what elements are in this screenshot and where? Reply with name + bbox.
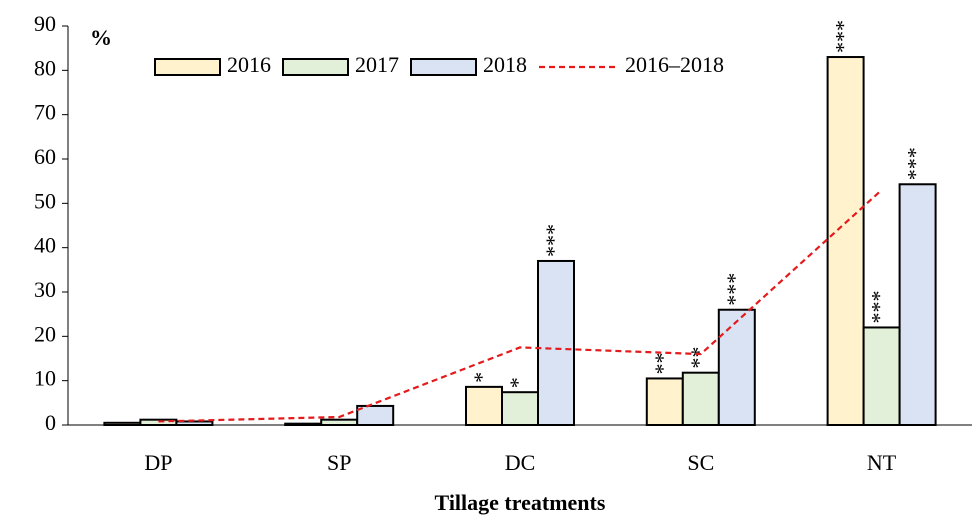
bar — [898, 183, 937, 426]
y-tick-label: 50 — [34, 188, 56, 213]
x-tick-label: SP — [327, 450, 351, 475]
y-tick-label: 40 — [34, 233, 56, 258]
legend-swatch — [410, 58, 477, 76]
significance-label: ** — [650, 352, 675, 374]
y-tick-label: 80 — [34, 55, 56, 80]
significance-label: *** — [903, 147, 928, 180]
legend-swatch — [282, 58, 349, 76]
y-tick-label: 10 — [34, 366, 56, 391]
y-unit-label: % — [90, 25, 112, 50]
x-axis-title: Tillage treatments — [435, 490, 606, 515]
bar — [103, 421, 142, 426]
legend-swatch — [154, 58, 221, 76]
significance-label: *** — [867, 290, 892, 323]
legend-label: 2016–2018 — [625, 52, 724, 77]
y-tick-label: 0 — [45, 410, 56, 435]
y-tick-label: 20 — [34, 321, 56, 346]
x-tick-label: DC — [505, 450, 536, 475]
y-tick-label: 30 — [34, 277, 56, 302]
bar — [320, 418, 359, 426]
legend-label: 2018 — [483, 52, 527, 77]
bar — [175, 420, 214, 427]
significance-label: *** — [722, 273, 747, 306]
bar — [826, 56, 865, 427]
bar — [862, 326, 901, 427]
y-tick-label: 90 — [34, 11, 56, 36]
bar — [356, 404, 395, 427]
bar — [284, 422, 323, 427]
significance-label: *** — [831, 20, 856, 53]
significance-label: * — [505, 377, 530, 388]
legend-label: 2017 — [355, 52, 399, 77]
bar — [645, 377, 684, 427]
bar — [537, 259, 575, 427]
x-tick-label: DP — [144, 450, 172, 475]
y-tick-label: 70 — [34, 100, 56, 125]
y-tick-label: 60 — [34, 144, 56, 169]
significance-label: * — [469, 372, 494, 383]
bar — [501, 391, 539, 426]
x-tick-label: NT — [867, 450, 897, 475]
significance-label: *** — [541, 224, 566, 257]
x-tick-label: SC — [687, 450, 714, 475]
significance-label: ** — [686, 347, 711, 369]
bar — [681, 371, 720, 427]
bar — [717, 308, 756, 427]
bar — [465, 385, 503, 426]
trend-line — [158, 189, 883, 423]
legend-label: 2016 — [227, 52, 271, 77]
